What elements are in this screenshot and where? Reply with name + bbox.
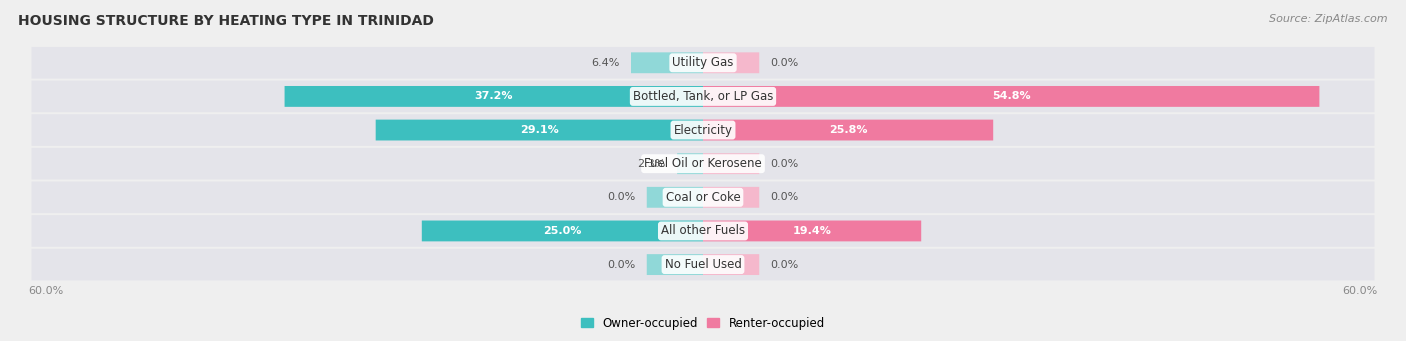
Text: 25.8%: 25.8% [830, 125, 868, 135]
FancyBboxPatch shape [31, 80, 1375, 112]
FancyBboxPatch shape [31, 114, 1375, 146]
FancyBboxPatch shape [703, 221, 921, 241]
Text: 0.0%: 0.0% [770, 260, 799, 270]
FancyBboxPatch shape [31, 181, 1375, 213]
FancyBboxPatch shape [31, 47, 1375, 78]
Text: Coal or Coke: Coal or Coke [665, 191, 741, 204]
Text: 0.0%: 0.0% [770, 159, 799, 169]
Text: 0.0%: 0.0% [770, 192, 799, 202]
FancyBboxPatch shape [647, 254, 703, 275]
FancyBboxPatch shape [703, 120, 993, 140]
Text: Bottled, Tank, or LP Gas: Bottled, Tank, or LP Gas [633, 90, 773, 103]
Text: Fuel Oil or Kerosene: Fuel Oil or Kerosene [644, 157, 762, 170]
FancyBboxPatch shape [703, 53, 759, 73]
Text: 0.0%: 0.0% [770, 58, 799, 68]
Text: 54.8%: 54.8% [991, 91, 1031, 101]
Text: Utility Gas: Utility Gas [672, 56, 734, 69]
Text: 37.2%: 37.2% [475, 91, 513, 101]
Text: 29.1%: 29.1% [520, 125, 558, 135]
FancyBboxPatch shape [647, 187, 703, 208]
Text: No Fuel Used: No Fuel Used [665, 258, 741, 271]
Text: 2.3%: 2.3% [637, 159, 666, 169]
FancyBboxPatch shape [703, 187, 759, 208]
FancyBboxPatch shape [31, 215, 1375, 247]
Text: HOUSING STRUCTURE BY HEATING TYPE IN TRINIDAD: HOUSING STRUCTURE BY HEATING TYPE IN TRI… [18, 14, 434, 28]
Text: Electricity: Electricity [673, 123, 733, 136]
Text: 60.0%: 60.0% [28, 286, 63, 296]
FancyBboxPatch shape [375, 120, 703, 140]
Legend: Owner-occupied, Renter-occupied: Owner-occupied, Renter-occupied [576, 312, 830, 335]
FancyBboxPatch shape [678, 153, 703, 174]
FancyBboxPatch shape [703, 254, 759, 275]
FancyBboxPatch shape [631, 53, 703, 73]
FancyBboxPatch shape [31, 148, 1375, 179]
FancyBboxPatch shape [31, 249, 1375, 280]
FancyBboxPatch shape [284, 86, 703, 107]
FancyBboxPatch shape [703, 86, 1319, 107]
Text: 60.0%: 60.0% [1343, 286, 1378, 296]
FancyBboxPatch shape [703, 153, 759, 174]
FancyBboxPatch shape [422, 221, 703, 241]
Text: 0.0%: 0.0% [607, 260, 636, 270]
Text: 19.4%: 19.4% [793, 226, 831, 236]
Text: 25.0%: 25.0% [543, 226, 582, 236]
Text: 0.0%: 0.0% [607, 192, 636, 202]
Text: 6.4%: 6.4% [592, 58, 620, 68]
Text: All other Fuels: All other Fuels [661, 224, 745, 237]
Text: Source: ZipAtlas.com: Source: ZipAtlas.com [1270, 14, 1388, 24]
